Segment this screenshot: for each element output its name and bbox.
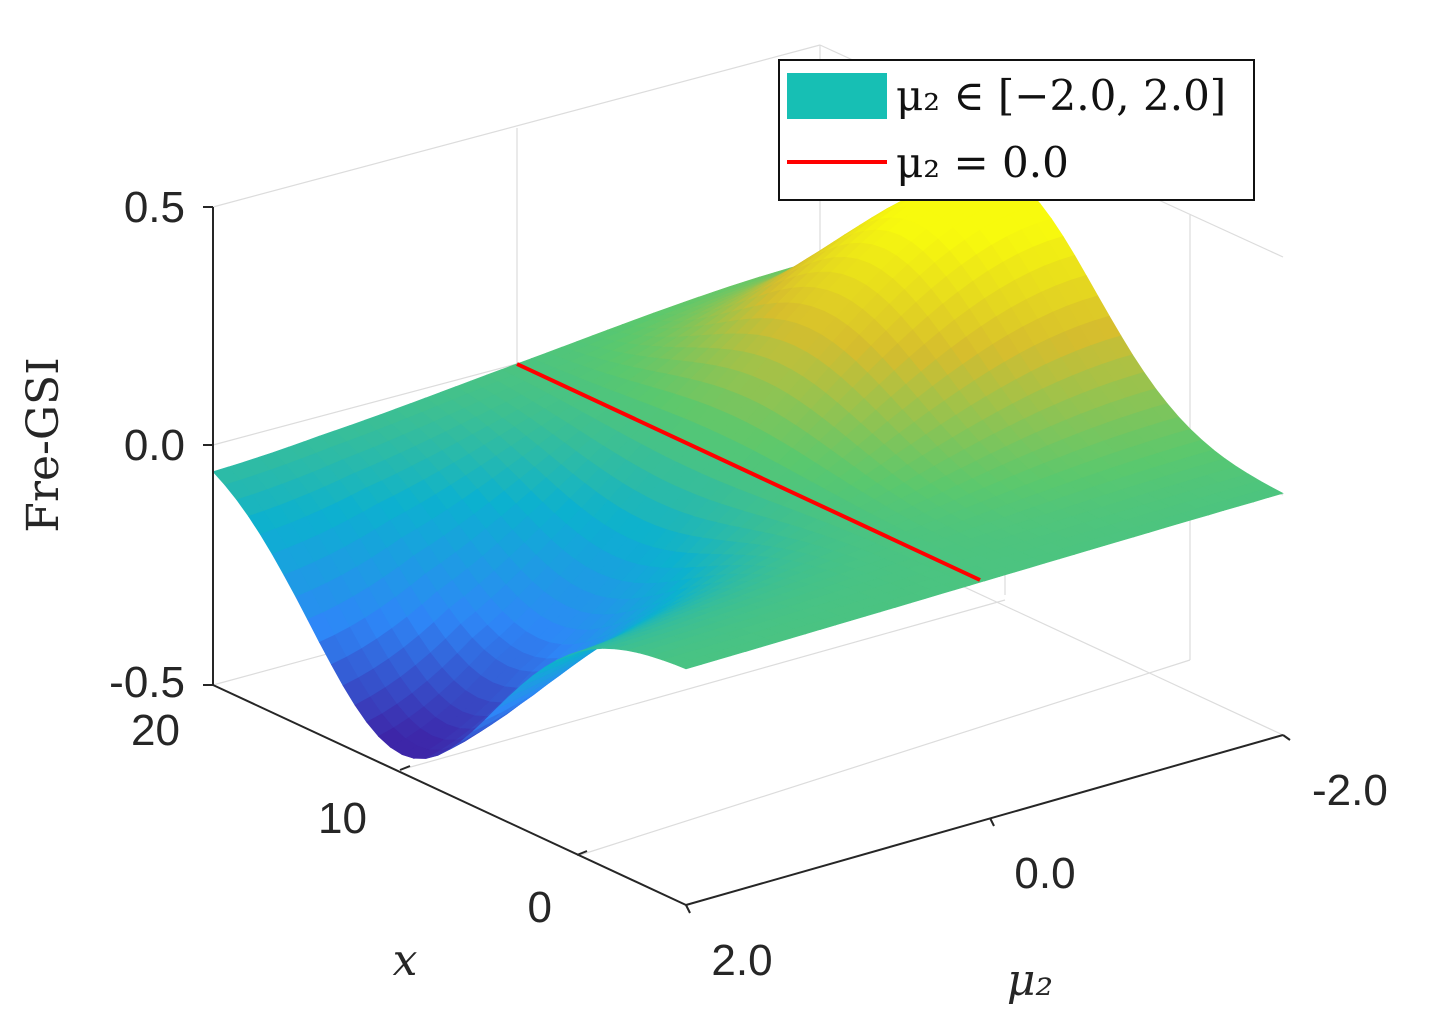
legend-surface-swatch	[787, 73, 887, 119]
mu-zero-line	[516, 362, 981, 582]
x-tick-label: 10	[318, 794, 367, 843]
z-tick-label: -0.5	[109, 658, 185, 707]
x-tick-label: 0	[528, 883, 552, 932]
x-tick-label: 20	[131, 706, 180, 755]
mu-tick-label: -2.0	[1312, 766, 1388, 815]
legend-line-label: μ₂ = 0.0	[896, 138, 1069, 187]
z-tick-label: 0.5	[124, 183, 185, 232]
mu-tick-label: 2.0	[711, 936, 772, 985]
mu-axis-label: μ₂	[1007, 955, 1053, 1006]
z-tick-label: 0.0	[124, 421, 185, 470]
mu-tick-label: 0.0	[1014, 849, 1075, 898]
legend-surface-label: μ₂ ∈ [−2.0, 2.0]	[896, 71, 1226, 120]
surface-patch	[673, 659, 702, 670]
axes	[203, 206, 1291, 914]
surface-plot	[212, 168, 1284, 759]
z-axis-label: Fre-GSI	[18, 357, 69, 532]
x-axis-label: x	[393, 935, 418, 986]
legend: μ₂ ∈ [−2.0, 2.0] μ₂ = 0.0	[778, 59, 1255, 201]
